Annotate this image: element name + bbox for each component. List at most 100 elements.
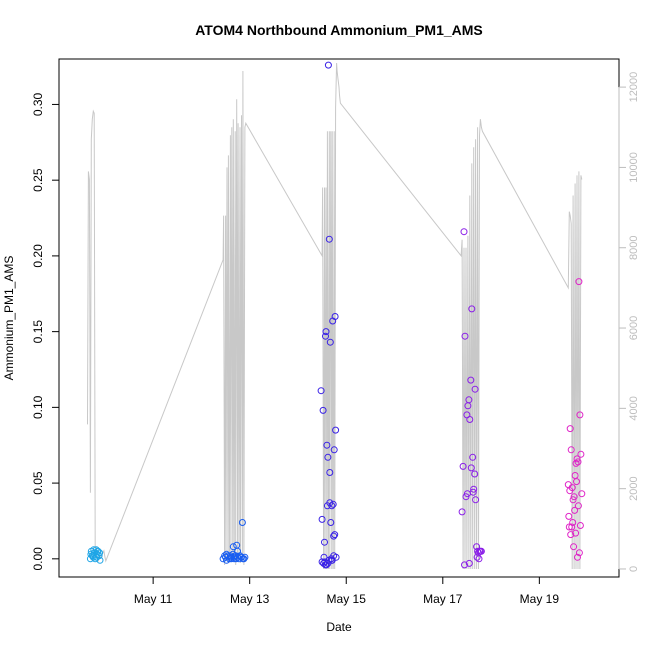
points-layer [86, 61, 586, 569]
y-tick-label: 0.30 [31, 92, 45, 116]
data-point-flight-5 [565, 523, 573, 531]
data-point-flight-4 [467, 464, 475, 472]
data-point-flight-4 [472, 496, 480, 504]
data-point-flight-3 [325, 235, 333, 243]
data-point-flight-5 [568, 523, 576, 531]
data-point-flight-3 [322, 561, 329, 569]
y2-tick-label: 10000 [628, 152, 640, 183]
data-point-flight-3 [331, 531, 339, 539]
y2-tick-label: 4000 [628, 396, 640, 420]
data-point-flight-5 [576, 411, 584, 419]
y-tick-label: 0.20 [31, 244, 45, 268]
data-point-flight-5 [577, 450, 585, 458]
data-point-flight-4 [466, 416, 474, 423]
data-point-flight-3 [318, 515, 326, 523]
data-point-flight-1 [89, 552, 97, 560]
data-point-flight-5 [573, 455, 581, 463]
data-point-flight-4 [465, 559, 473, 567]
data-point-flight-5 [566, 487, 574, 495]
x-tick-label: May 19 [520, 592, 560, 606]
data-point-flight-5 [576, 522, 584, 529]
data-point-flight-4 [460, 228, 468, 236]
data-point-flight-4 [458, 508, 466, 516]
altitude-line-layer [87, 62, 583, 570]
data-point-flight-3 [317, 387, 325, 395]
data-point-flight-4 [461, 561, 468, 569]
data-point-flight-1 [96, 549, 104, 557]
data-point-flight-3 [326, 338, 334, 346]
y-tick-label: 0.00 [31, 547, 45, 571]
data-point-flight-2 [229, 543, 237, 551]
data-point-flight-4 [465, 396, 473, 404]
data-point-flight-3 [326, 469, 334, 476]
data-point-flight-5 [575, 278, 583, 286]
x-tick-label: May 17 [423, 592, 463, 606]
data-point-flight-4 [471, 470, 479, 478]
x-axis-label: Date [326, 620, 352, 634]
data-point-flight-5 [569, 519, 577, 526]
y2-tick-label: 8000 [628, 235, 640, 259]
x-tick-label: May 15 [327, 592, 367, 606]
data-point-flight-5 [566, 425, 574, 433]
data-point-flight-5 [578, 490, 586, 498]
data-point-flight-5 [570, 543, 578, 551]
x-tick-label: May 11 [134, 592, 173, 606]
data-point-flight-3 [330, 532, 338, 540]
y2-tick-label: 0 [628, 566, 640, 572]
data-point-flight-3 [326, 499, 334, 507]
data-point-flight-3 [323, 441, 331, 449]
data-point-flight-4 [470, 485, 478, 493]
data-point-flight-5 [574, 458, 582, 466]
data-point-flight-5 [572, 459, 580, 467]
data-point-flight-5 [574, 553, 581, 561]
y-tick-label: 0.25 [31, 168, 45, 192]
data-point-flight-2 [239, 555, 247, 563]
data-point-flight-2 [241, 553, 249, 561]
data-point-flight-3 [321, 538, 328, 546]
data-point-flight-4 [461, 332, 469, 340]
data-point-flight-5 [573, 478, 580, 486]
plot-frame [58, 58, 620, 578]
y-tick-label: 0.10 [31, 395, 45, 419]
data-point-flight-3 [324, 61, 332, 69]
data-point-flight-5 [571, 506, 579, 514]
data-point-flight-4 [477, 547, 485, 555]
y-tick-label: 0.05 [31, 471, 45, 495]
data-point-flight-5 [572, 529, 580, 537]
data-point-flight-5 [575, 549, 583, 557]
y-axis-label: Ammonium_PM1_AMS [2, 256, 16, 381]
data-point-flight-3 [324, 453, 332, 461]
data-point-flight-4 [467, 376, 475, 384]
data-point-flight-5 [571, 472, 579, 479]
data-point-flight-3 [327, 519, 335, 526]
data-point-flight-4 [468, 305, 476, 313]
data-point-flight-3 [331, 313, 339, 320]
data-point-flight-4 [459, 462, 467, 470]
axes-layer: May 11 May 13 May 15 May 17 May 19 0.00 0.05 0.… [31, 72, 640, 606]
data-point-flight-5 [569, 496, 577, 504]
data-point-flight-4 [471, 385, 479, 393]
chart-title: ATOM4 Northbound Ammonium_PM1_AMS [195, 22, 483, 38]
altitude-series-line [87, 62, 583, 570]
y2-tick-label: 12000 [628, 72, 640, 103]
y-tick-label: 0.15 [31, 320, 45, 344]
data-point-flight-2 [228, 553, 236, 561]
data-point-flight-4 [475, 555, 483, 563]
data-point-flight-4 [463, 490, 471, 498]
data-point-flight-4 [473, 553, 481, 561]
data-point-flight-1 [94, 547, 102, 555]
data-point-flight-3 [330, 446, 338, 454]
data-point-flight-2 [232, 552, 240, 560]
data-point-flight-5 [567, 446, 575, 454]
data-point-flight-3 [320, 553, 328, 561]
data-point-flight-4 [469, 453, 477, 461]
data-point-flight-3 [322, 332, 329, 340]
data-point-flight-5 [570, 493, 578, 501]
x-tick-label: May 13 [230, 592, 270, 606]
data-point-flight-3 [322, 328, 330, 336]
data-point-flight-3 [319, 406, 327, 414]
y2-tick-label: 6000 [628, 316, 640, 340]
data-point-flight-3 [332, 426, 340, 434]
